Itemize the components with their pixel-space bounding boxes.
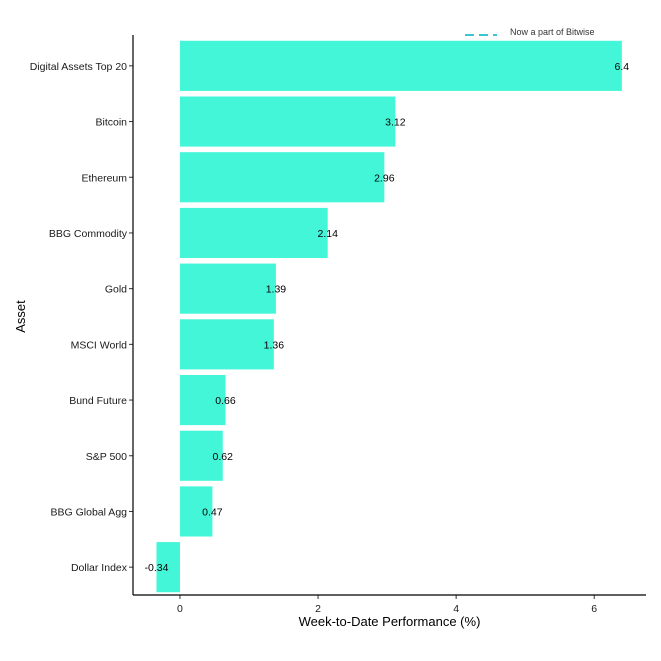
data-label: 6.4 [615,61,630,73]
legend: Now a part of Bitwise [465,27,595,37]
data-label: 2.96 [374,172,395,184]
x-tick-label: 2 [315,603,321,615]
y-tick-label: S&P 500 [86,451,127,463]
data-label: 1.36 [264,339,285,351]
y-tick-label: Gold [105,284,127,296]
y-tick-label: Ethereum [81,172,127,184]
y-tick-label: BBG Global Agg [51,506,128,518]
bar [179,486,213,537]
y-axis-ticks: Digital Assets Top 20 Bitcoin Ethereum BBG … [30,61,133,574]
bar [179,207,328,259]
bar [179,40,622,91]
bars-group [156,40,622,593]
data-label: 2.14 [317,228,338,240]
x-axis-ticks: 0 2 4 6 [177,595,597,615]
bar [179,152,385,203]
x-tick-label: 4 [453,603,459,615]
bar [179,96,396,147]
y-tick-label: Digital Assets Top 20 [30,61,127,73]
y-tick-label: MSCI World [71,339,128,351]
data-label: 1.39 [266,284,287,296]
y-tick-label: Bund Future [69,395,127,407]
y-tick-label: BBG Commodity [49,228,128,240]
data-label: -0.34 [145,562,169,574]
legend-text: Now a part of Bitwise [510,27,595,37]
data-label: 0.62 [213,451,234,463]
x-axis-title: Week-to-Date Performance (%) [299,614,481,629]
bar [179,319,274,370]
y-tick-label: Dollar Index [71,562,128,574]
data-labels-group: 6.4 3.12 2.96 2.14 1.39 1.36 0.66 0.62 0.47 -0.34 [145,61,630,574]
bar [179,374,226,426]
bar [179,430,223,481]
data-label: 3.12 [385,117,406,129]
y-tick-label: Bitcoin [95,117,127,129]
data-label: 0.47 [202,506,223,518]
x-tick-label: 0 [177,603,183,615]
data-label: 0.66 [215,395,236,407]
x-tick-label: 6 [591,603,597,615]
y-axis-title: Asset [13,300,28,333]
bar [179,263,276,314]
bar [156,542,180,593]
